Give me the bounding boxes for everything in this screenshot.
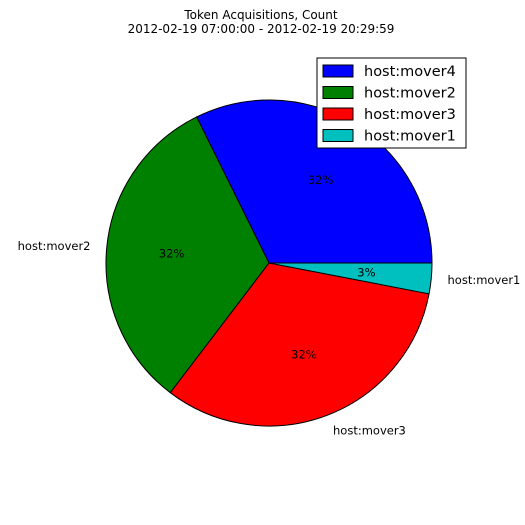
outer-label: host:mover3 <box>333 424 406 438</box>
legend-label: host:mover3 <box>364 107 456 123</box>
chart-title: Token Acquisitions, Count <box>183 8 337 22</box>
legend-swatch <box>322 107 354 121</box>
percent-label: 32% <box>291 347 317 361</box>
pie-slice-host-mover2 <box>105 116 270 394</box>
legend-swatch <box>322 86 354 99</box>
pie-slice-host-mover3 <box>169 262 430 427</box>
pie-slices <box>105 99 433 427</box>
outer-label: host:mover2 <box>18 239 91 253</box>
legend-swatch <box>322 129 354 142</box>
percent-label: 32% <box>159 247 185 261</box>
legend-swatch <box>322 64 354 78</box>
legend-label: host:mover4 <box>364 64 456 80</box>
legend: host:mover4 host:mover2 host:mover3 host:mo… <box>316 57 467 149</box>
percent-label: 32% <box>308 173 334 187</box>
outer-label: host:mover1 <box>448 273 521 287</box>
chart-subtitle: 2012-02-19 07:00:00 - 2012-02-19 20:29:5… <box>128 22 395 36</box>
percent-labels: 32% 32% 32% 3% <box>159 173 376 362</box>
pie-slice-host-mover1 <box>268 262 433 295</box>
legend-label: host:mover2 <box>364 86 456 102</box>
legend-label: host:mover1 <box>364 129 456 145</box>
percent-label: 3% <box>357 265 375 279</box>
outer-labels: host:mover2 host:mover3 host:mover1 <box>18 239 521 438</box>
